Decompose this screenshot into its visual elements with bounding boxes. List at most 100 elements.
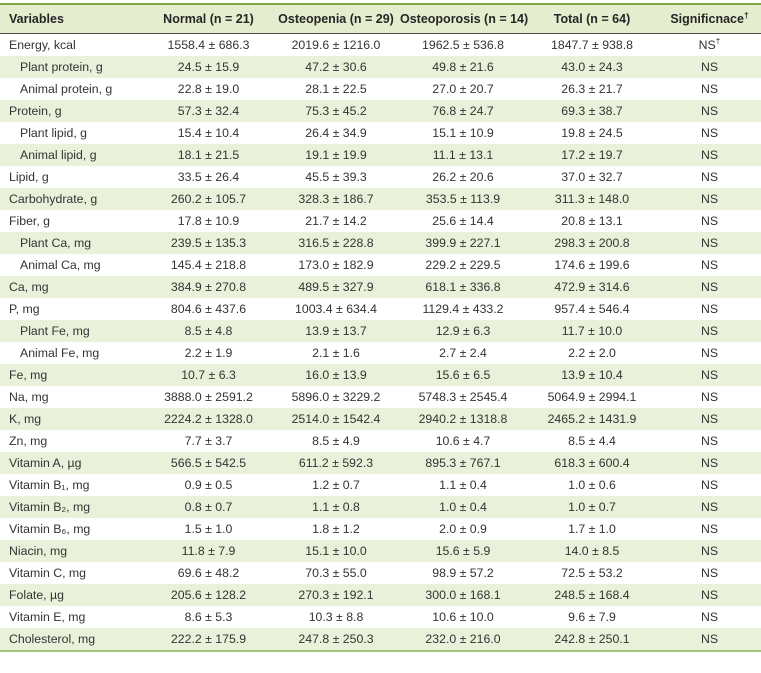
significance-cell: NS <box>658 166 761 188</box>
value-cell-osteopenia: 13.9 ± 13.7 <box>305 324 367 338</box>
value-cell-total: 9.6 ± 7.9 <box>568 610 616 624</box>
value-cell-normal: 11.8 ± 7.9 <box>181 544 236 558</box>
variable-cell: Plant protein, g <box>20 60 103 74</box>
variable-cell: Plant Fe, mg <box>20 324 90 338</box>
table-row: K, mg 2224.2 ± 1328.0 2514.0 ± 1542.4 2940.… <box>0 408 761 430</box>
value-cell-total: 1.0 ± 0.6 <box>568 478 616 492</box>
significance-label: NS <box>700 236 719 250</box>
variable-cell: Niacin, mg <box>9 544 68 558</box>
table-row: Lipid, g 33.5 ± 26.4 45.5 ± 39.3 26.2 ± 20.… <box>0 166 761 188</box>
value-cell-osteopenia: 611.2 ± 592.3 <box>298 456 374 470</box>
nutrient-intake-table: Variables Normal (n = 21) Osteopenia (n … <box>0 5 761 650</box>
value-cell-total: 37.0 ± 32.7 <box>561 170 623 184</box>
value-cell-total: 957.4 ± 546.4 <box>554 302 630 316</box>
significance-cell: NS <box>658 452 761 474</box>
significance-cell: NS <box>658 254 761 276</box>
value-cell-normal: 384.9 ± 270.8 <box>170 280 247 294</box>
significance-cell: NS <box>658 144 761 166</box>
table-row: Plant lipid, g 15.4 ± 10.4 26.4 ± 34.9 15.1… <box>0 122 761 144</box>
table-row: Carbohydrate, g 260.2 ± 105.7 328.3 ± 186.… <box>0 188 761 210</box>
value-cell-osteopenia: 28.1 ± 22.5 <box>305 82 367 96</box>
value-cell-total: 17.2 ± 19.7 <box>561 148 623 162</box>
value-cell-osteopenia: 2.1 ± 1.6 <box>312 346 360 360</box>
column-header-osteopenia: Osteopenia (n = 29) <box>272 5 400 34</box>
significance-cell: NS <box>658 298 761 320</box>
significance-label: NS <box>700 412 719 426</box>
value-cell-normal: 22.8 ± 19.0 <box>177 82 240 96</box>
significance-label: NS <box>700 610 719 624</box>
value-cell-osteopenia: 2514.0 ± 1542.4 <box>291 412 381 426</box>
value-cell-osteoporosis: 15.6 ± 5.9 <box>435 544 491 558</box>
value-cell-total: 14.0 ± 8.5 <box>564 544 620 558</box>
value-cell-osteopenia: 10.3 ± 8.8 <box>308 610 364 624</box>
value-cell-osteopenia: 328.3 ± 186.7 <box>298 192 374 206</box>
value-cell-osteoporosis: 26.2 ± 20.6 <box>432 170 494 184</box>
variable-cell: Na, mg <box>9 390 49 404</box>
value-cell-total: 19.8 ± 24.5 <box>561 126 623 140</box>
variable-cell: K, mg <box>9 412 42 426</box>
table-row: Animal lipid, g 18.1 ± 21.5 19.1 ± 19.9 11.… <box>0 144 761 166</box>
value-cell-normal: 8.6 ± 5.3 <box>184 610 233 624</box>
significance-cell: NS <box>658 496 761 518</box>
value-cell-osteopenia: 19.1 ± 19.9 <box>305 148 367 162</box>
value-cell-osteoporosis: 5748.3 ± 2545.4 <box>418 390 508 404</box>
variable-cell: Vitamin E, mg <box>9 610 86 624</box>
value-cell-osteopenia: 26.4 ± 34.9 <box>305 126 367 140</box>
value-cell-osteopenia: 247.8 ± 250.3 <box>298 632 374 646</box>
significance-cell: NS <box>658 562 761 584</box>
value-cell-osteoporosis: 1129.4 ± 433.2 <box>422 302 504 316</box>
significance-label: NS <box>700 500 719 514</box>
value-cell-normal: 18.1 ± 21.5 <box>177 148 240 162</box>
significance-cell: NS <box>658 386 761 408</box>
variable-cell: Carbohydrate, g <box>9 192 98 206</box>
significance-label: NS <box>700 170 719 184</box>
value-cell-osteoporosis: 353.5 ± 113.9 <box>425 192 501 206</box>
table-row: Plant protein, g 24.5 ± 15.9 47.2 ± 30.6 49… <box>0 56 761 78</box>
significance-label: NS <box>700 192 719 206</box>
value-cell-total: 5064.9 ± 2994.1 <box>547 390 637 404</box>
variable-cell: Animal protein, g <box>20 82 113 96</box>
value-cell-total: 20.8 ± 13.1 <box>561 214 623 228</box>
significance-label: NS <box>700 82 719 96</box>
significance-cell: NS <box>658 78 761 100</box>
value-cell-osteopenia: 45.5 ± 39.3 <box>305 170 367 184</box>
value-cell-normal: 2224.2 ± 1328.0 <box>164 412 253 426</box>
significance-cell: NS <box>658 276 761 298</box>
value-cell-normal: 804.6 ± 437.6 <box>170 302 247 316</box>
value-cell-osteoporosis: 232.0 ± 216.0 <box>425 632 501 646</box>
value-cell-osteoporosis: 76.8 ± 24.7 <box>432 104 494 118</box>
value-cell-normal: 0.8 ± 0.7 <box>184 500 233 514</box>
significance-cell: NS <box>658 232 761 254</box>
variable-cell: Animal Ca, mg <box>20 258 101 272</box>
value-cell-total: 2.2 ± 2.0 <box>568 346 616 360</box>
value-cell-normal: 1558.4 ± 686.3 <box>167 38 250 52</box>
value-cell-osteoporosis: 27.0 ± 20.7 <box>432 82 494 96</box>
value-cell-osteoporosis: 12.9 ± 6.3 <box>435 324 491 338</box>
variable-cell: Protein, g <box>9 104 62 118</box>
nutrient-intake-table-container: Variables Normal (n = 21) Osteopenia (n … <box>0 3 761 652</box>
value-cell-total: 13.9 ± 10.4 <box>561 368 623 382</box>
value-cell-osteopenia: 1.1 ± 0.8 <box>312 500 360 514</box>
significance-label: NS <box>700 148 719 162</box>
table-body: Energy, kcal 1558.4 ± 686.3 2019.6 ± 1216.… <box>0 34 761 650</box>
value-cell-total: 26.3 ± 21.7 <box>561 82 623 96</box>
significance-cell: NS <box>658 474 761 496</box>
value-cell-osteoporosis: 229.2 ± 229.5 <box>425 258 501 272</box>
value-cell-osteoporosis: 15.6 ± 6.5 <box>435 368 491 382</box>
value-cell-normal: 145.4 ± 218.8 <box>170 258 247 272</box>
value-cell-osteopenia: 5896.0 ± 3229.2 <box>291 390 381 404</box>
table-row: Vitamin B₁, mg 0.9 ± 0.5 1.2 ± 0.7 1.1 ± 0.… <box>0 474 761 496</box>
value-cell-osteoporosis: 2.7 ± 2.4 <box>439 346 487 360</box>
value-cell-normal: 24.5 ± 15.9 <box>177 60 240 74</box>
value-cell-osteoporosis: 1962.5 ± 536.8 <box>422 38 504 52</box>
table-row: Fe, mg 10.7 ± 6.3 16.0 ± 13.9 15.6 ± 6.5 13.… <box>0 364 761 386</box>
value-cell-osteopenia: 47.2 ± 30.6 <box>305 60 367 74</box>
significance-cell: NS <box>658 584 761 606</box>
value-cell-normal: 260.2 ± 105.7 <box>170 192 247 206</box>
significance-cell: NS <box>658 100 761 122</box>
value-cell-total: 1847.7 ± 938.8 <box>551 38 633 52</box>
value-cell-total: 2465.2 ± 1431.9 <box>547 412 637 426</box>
significance-label: NS <box>700 258 719 272</box>
header-row: Variables Normal (n = 21) Osteopenia (n … <box>0 5 761 34</box>
significance-cell: NS <box>658 320 761 342</box>
